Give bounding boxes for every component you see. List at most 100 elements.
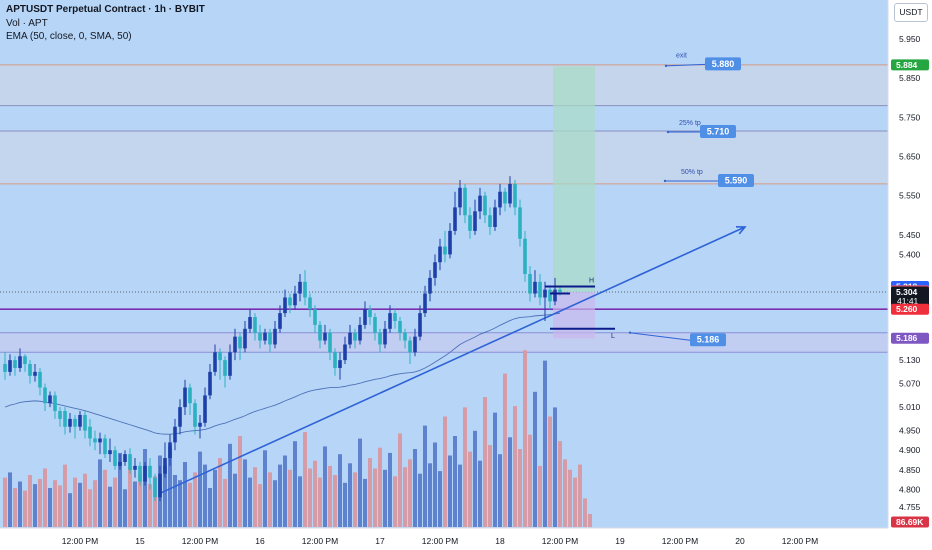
volume-bar (383, 469, 387, 527)
candle-body (23, 356, 27, 365)
candle-body (393, 313, 397, 321)
x-tick-label: 20 (735, 536, 745, 546)
volume-bar (148, 484, 152, 527)
volume-bar (483, 397, 487, 527)
volume-bar (458, 464, 462, 527)
volume-bar (488, 445, 492, 527)
volume-bar (288, 469, 292, 527)
target-box-2 (718, 173, 754, 187)
candle-body (363, 309, 367, 325)
currency-button[interactable]: USDT (894, 3, 928, 22)
candle-body (113, 450, 117, 466)
volume-bar (548, 416, 552, 527)
volume-indicator-label[interactable]: Vol · APT (6, 17, 48, 29)
volume-bar (48, 488, 52, 527)
candle-body (293, 293, 297, 306)
volume-bar (228, 443, 232, 527)
volume-bar (113, 477, 117, 527)
candle-body (238, 336, 242, 349)
candle-body (258, 332, 262, 341)
volume-bar (463, 407, 467, 527)
candle-body (373, 317, 377, 333)
volume-bar (83, 473, 87, 527)
volume-series (3, 350, 592, 527)
time-axis-bg (0, 528, 888, 550)
volume-bar (508, 437, 512, 527)
candle-body (253, 317, 257, 333)
price-marker-6 (891, 516, 929, 528)
chart-legend: APTUSDT Perpetual Contract · 1h · BYBIT … (6, 3, 205, 44)
candle-body (443, 246, 447, 255)
position-profit-zone (553, 66, 595, 292)
volume-bar (498, 454, 502, 527)
volume-bar (563, 459, 567, 527)
y-tick-label: 5.850 (899, 73, 921, 83)
volume-bar (313, 460, 317, 527)
x-tick-label: 15 (135, 536, 145, 546)
candle-body (43, 387, 47, 404)
volume-bar (413, 449, 417, 527)
volume-bar (153, 476, 157, 527)
volume-bar (133, 481, 137, 527)
volume-bar (518, 449, 522, 527)
volume-bar (103, 469, 107, 527)
volume-bar (23, 490, 27, 527)
volume-bar (88, 489, 92, 527)
candle-body (558, 289, 562, 292)
candle-body (518, 207, 522, 239)
volume-bar (368, 458, 372, 527)
candle-body (458, 187, 462, 208)
y-tick-label: 5.400 (899, 249, 921, 259)
volume-bar (538, 465, 542, 527)
candle-body (493, 207, 497, 227)
volume-bar (398, 433, 402, 527)
candle-body (378, 332, 382, 345)
volume-bar (293, 441, 297, 527)
candle-body (428, 277, 432, 294)
candle-body (158, 473, 162, 498)
candle-body (203, 395, 207, 423)
volume-bar (53, 480, 57, 527)
target-value-0: 5.880 (712, 59, 735, 69)
target-box-0 (705, 57, 741, 71)
candle-body (213, 352, 217, 372)
candle-body (548, 289, 552, 302)
candle-body (163, 458, 167, 474)
ema-indicator-label[interactable]: EMA (50, close, 0, SMA, 50) (6, 31, 132, 42)
candle-body (273, 328, 277, 345)
x-tick-label: 12:00 PM (662, 536, 698, 546)
volume-bar (38, 478, 42, 527)
symbol-title[interactable]: APTUSDT Perpetual Contract · 1h · BYBIT (6, 4, 205, 15)
candle-body (343, 344, 347, 361)
candle-body (108, 450, 112, 455)
target-value-2: 5.590 (725, 175, 748, 185)
candle-body (123, 454, 127, 462)
volume-bar (3, 477, 7, 527)
volume-bar (198, 451, 202, 527)
volume-bar (333, 475, 337, 527)
candle-body (248, 317, 252, 329)
volume-bar (218, 458, 222, 527)
volume-bar (533, 391, 537, 527)
volume-bar (203, 464, 207, 527)
candle-body (88, 426, 92, 439)
candle-body (358, 324, 362, 341)
volume-bar (448, 455, 452, 527)
volume-bar (478, 460, 482, 527)
candle-body (78, 414, 82, 427)
x-tick-label: 18 (495, 536, 505, 546)
volume-bar (143, 449, 147, 527)
volume-bar (323, 446, 327, 527)
volume-bar (578, 464, 582, 527)
price-marker-label-6: 86.69K (896, 517, 924, 527)
candle-body (63, 411, 67, 427)
candle-body (523, 238, 527, 274)
candle-body (438, 246, 442, 263)
volume-bar (378, 447, 382, 527)
target-annotations: 5.880 exit 5.710 25% tp 5.590 50% tp 5.186 (628, 52, 754, 347)
candle-body (33, 371, 37, 376)
volume-bar (283, 455, 287, 527)
candle-body (328, 332, 332, 353)
